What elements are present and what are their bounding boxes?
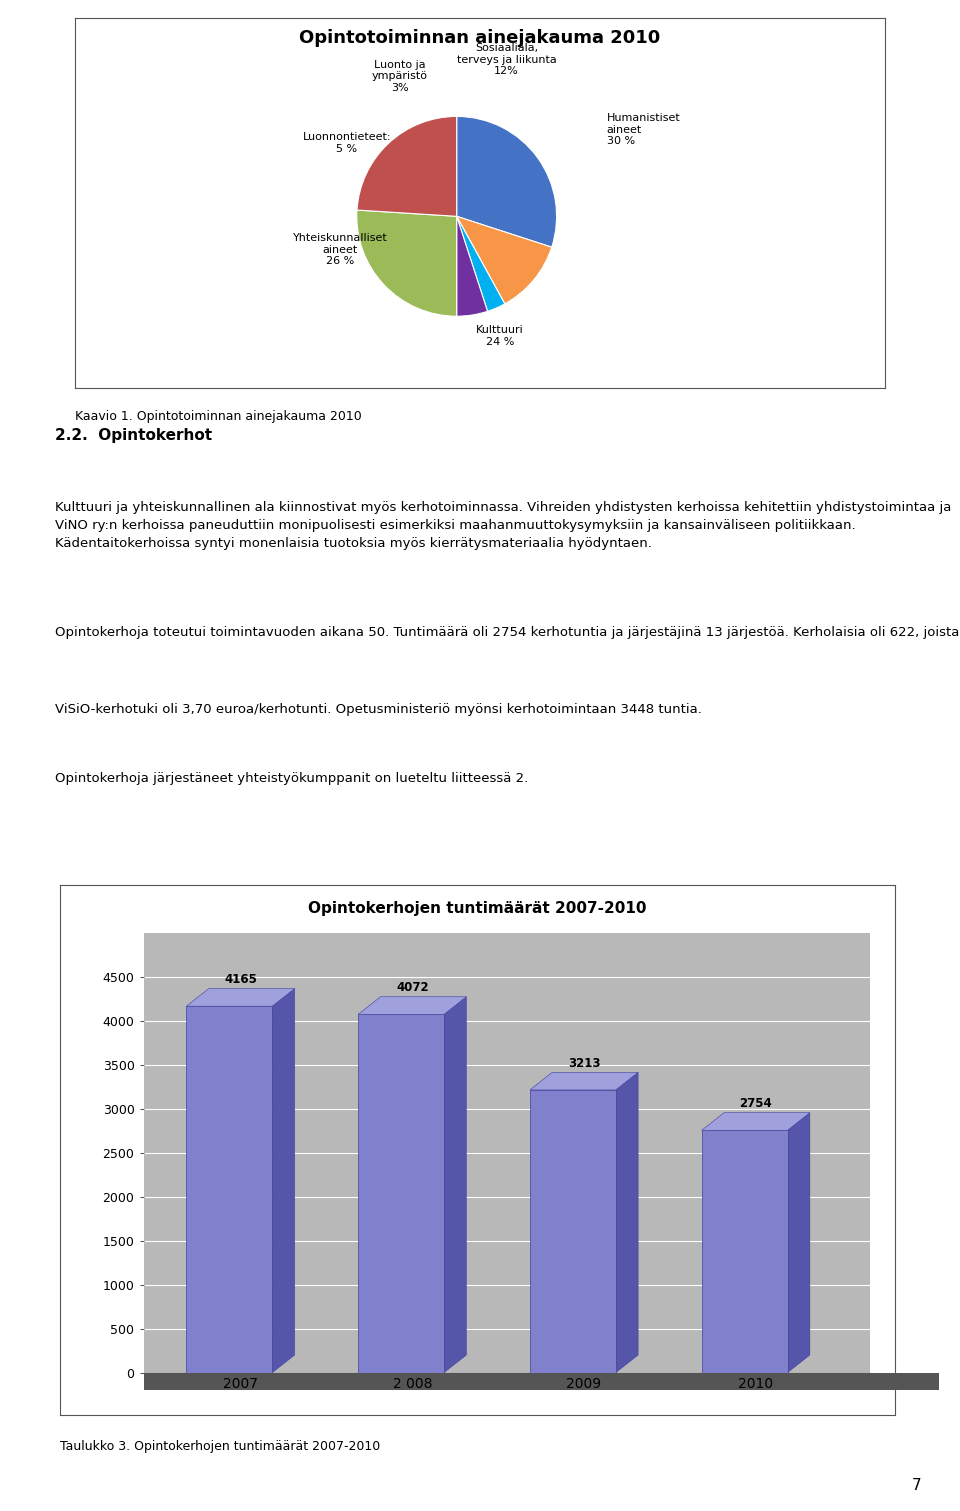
Text: 2.2.  Opintokerhot: 2.2. Opintokerhot <box>55 428 212 443</box>
Text: ViSiO-kerhotuki oli 3,70 euroa/kerhotunti. Opetusministeriö myönsi kerhotoiminta: ViSiO-kerhotuki oli 3,70 euroa/kerhotunt… <box>55 703 702 716</box>
Text: Opintokerhoja järjestäneet yhteistyökumppanit on lueteltu liitteessä 2.: Opintokerhoja järjestäneet yhteistyökump… <box>55 772 528 786</box>
Text: Taulukko 3. Opintokerhojen tuntimäärät 2007-2010: Taulukko 3. Opintokerhojen tuntimäärät 2… <box>60 1440 380 1454</box>
Text: Opintokerhoja toteutui toimintavuoden aikana 50. Tuntimäärä oli 2754 kerhotuntia: Opintokerhoja toteutui toimintavuoden ai… <box>55 626 960 639</box>
Text: Kulttuuri ja yhteiskunnallinen ala kiinnostivat myös kerhotoiminnassa. Vihreiden: Kulttuuri ja yhteiskunnallinen ala kiinn… <box>55 502 951 550</box>
Text: Opintotoiminnan ainejakauma 2010: Opintotoiminnan ainejakauma 2010 <box>300 29 660 47</box>
Text: Opintokerhojen tuntimäärät 2007-2010: Opintokerhojen tuntimäärät 2007-2010 <box>308 901 647 916</box>
Text: Kaavio 1. Opintotoiminnan ainejakauma 2010: Kaavio 1. Opintotoiminnan ainejakauma 20… <box>75 409 362 423</box>
Text: 7: 7 <box>912 1478 922 1493</box>
